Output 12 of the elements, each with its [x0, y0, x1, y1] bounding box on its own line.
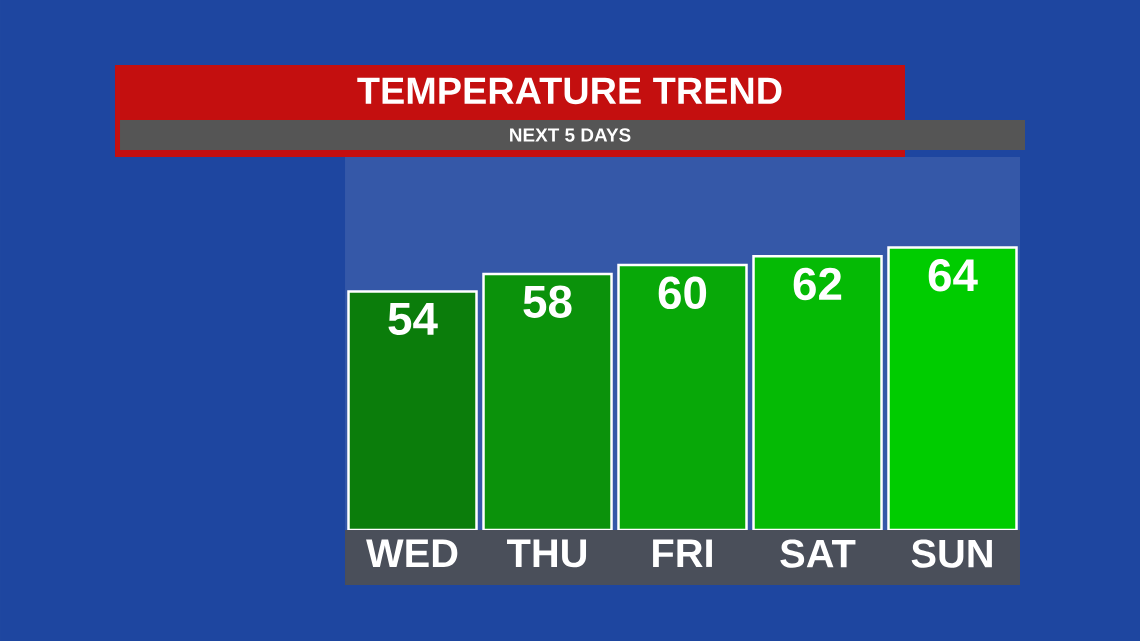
- chart-title: TEMPERATURE TREND: [357, 77, 782, 105]
- x-tick-label: THU: [507, 539, 587, 568]
- data-label: 58: [523, 285, 572, 318]
- data-label: 64: [928, 258, 978, 292]
- x-tick-label: WED: [366, 539, 458, 567]
- chart-subtitle: NEXT 5 DAYS: [510, 128, 631, 142]
- data-label: 60: [658, 276, 707, 310]
- data-label: 54: [388, 303, 438, 336]
- data-label: 62: [793, 267, 842, 301]
- x-tick-label: SAT: [780, 539, 856, 568]
- x-tick-label: SUN: [911, 539, 992, 568]
- x-tick-label: FRI: [653, 539, 712, 567]
